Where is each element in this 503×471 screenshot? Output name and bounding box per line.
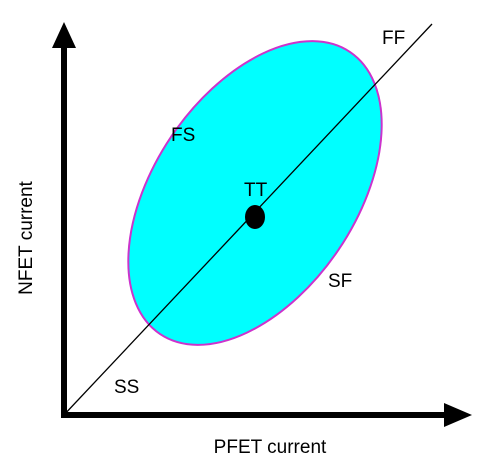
corner-label-fs: FS (171, 125, 195, 146)
tt-marker (245, 205, 265, 229)
x-axis-arrow-icon (444, 403, 472, 427)
corner-label-ss: SS (114, 377, 139, 398)
x-axis-label: PFET current (214, 437, 327, 458)
process-variation-region (127, 40, 383, 346)
corner-label-ff: FF (382, 28, 405, 49)
corner-label-tt: TT (244, 180, 268, 201)
corner-label-sf: SF (328, 271, 352, 292)
y-axis-arrow-icon (52, 22, 76, 48)
y-axis-label: NFET current (16, 180, 37, 294)
